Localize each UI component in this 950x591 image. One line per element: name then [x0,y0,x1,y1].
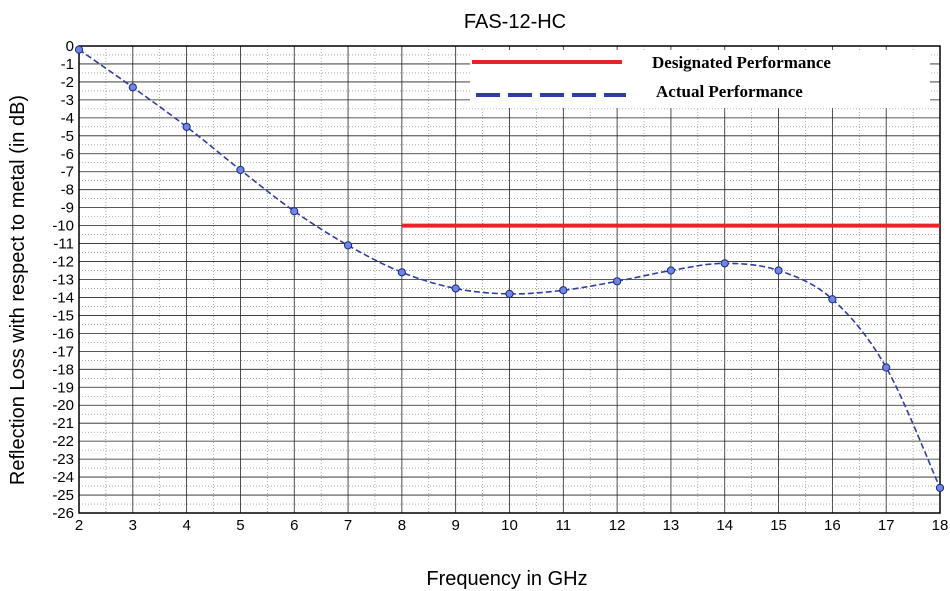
y-tick-label: -16 [52,325,74,342]
y-tick-label: -11 [53,236,74,253]
data-point-actual [828,295,837,304]
x-tick-label: 4 [182,517,190,534]
data-point-actual [128,83,137,92]
data-point-actual [559,286,568,295]
series-line-actual [78,48,941,489]
x-tick-label: 18 [932,517,949,534]
legend-label-designated: Designated Performance [652,53,831,72]
y-tick-label: -8 [61,182,74,199]
y-tick-label: -18 [52,361,74,378]
legend: Designated Performance Actual Performanc… [470,50,930,108]
y-tick-label: -14 [52,289,74,306]
legend-background [470,50,930,108]
x-tick-label: 14 [716,517,733,534]
y-tick-label: -23 [52,451,74,468]
x-tick-label: 8 [398,517,406,534]
y-tick-label: -5 [61,128,74,145]
x-tick-label: 10 [501,517,518,534]
x-tick-label: 2 [75,517,83,534]
y-tick-label: -17 [52,343,74,360]
y-tick-label: -25 [52,487,74,504]
series-group [74,45,945,492]
x-tick-label: 17 [878,517,895,534]
data-point-actual [720,259,729,268]
y-tick-label: -6 [61,146,74,163]
y-tick-label: -4 [61,110,74,127]
grid [78,45,941,514]
x-tick-label: 9 [452,517,460,534]
data-point-actual [774,266,783,275]
data-point-actual [613,277,622,286]
x-tick-label: 7 [344,517,352,534]
y-tick-label: -24 [52,469,74,486]
y-tick-label: -15 [52,307,74,324]
y-tick-label: -21 [52,415,74,432]
y-tick-label: -19 [52,379,74,396]
y-tick-label: -3 [61,92,74,109]
chart-title: FAS-12-HC [464,11,566,33]
plot-area-frame [78,45,941,514]
data-point-actual [397,268,406,277]
data-point-actual [343,241,353,250]
y-tick-label: -1 [61,56,74,73]
y-tick-label: -9 [61,200,74,217]
y-tick-label: -20 [52,397,74,414]
x-tick-label: 13 [663,517,680,534]
data-point-actual [451,284,460,293]
x-tick-label: 5 [236,517,244,534]
data-point-actual [935,483,945,492]
data-point-actual [505,289,514,298]
y-tick-label: -7 [61,164,74,181]
y-axis-label: Reflection Loss with respect to metal (i… [7,95,29,485]
data-point-actual [882,363,891,372]
y-tick-label: -12 [52,254,74,271]
y-tick-label: -22 [52,433,74,450]
y-tick-label: -10 [52,218,74,235]
x-tick-label: 15 [770,517,787,534]
y-tick-label: 0 [66,38,74,55]
data-point-actual [666,266,676,275]
x-tick-label: 6 [290,517,298,534]
x-axis-label: Frequency in GHz [426,568,587,590]
x-tick-label: 11 [556,517,572,534]
y-tick-label: -13 [52,272,74,289]
data-point-actual [74,45,84,54]
x-tick-label: 16 [824,517,841,534]
y-tick-label: -26 [52,505,74,522]
data-point-actual [290,207,299,216]
axis-ticks: 2 3 4 5 6 7 8 9 10 11 12 13 14 15 16 17 180-1-2-3-4-5-6-… [52,38,948,534]
x-tick-label: 3 [129,517,137,534]
y-tick-label: -2 [61,74,74,91]
x-tick-label: 12 [609,517,626,534]
legend-label-actual: Actual Performance [656,82,803,101]
data-point-actual [182,122,191,131]
data-point-actual [236,165,245,175]
